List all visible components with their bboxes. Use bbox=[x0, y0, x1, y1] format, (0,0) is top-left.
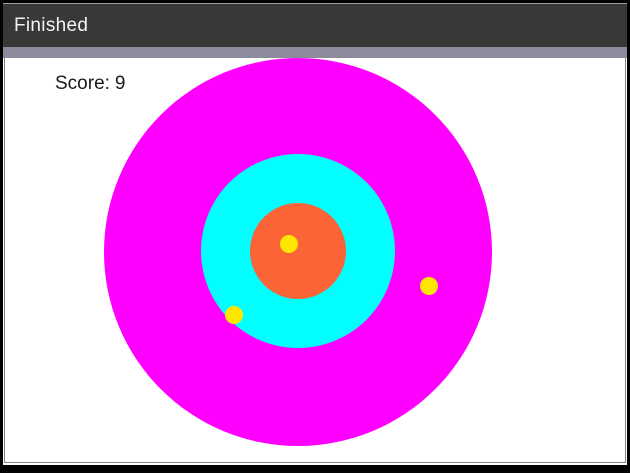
score-label: Score: 9 bbox=[55, 73, 126, 95]
titlebar-divider bbox=[3, 47, 627, 58]
dart-2 bbox=[224, 306, 243, 325]
score-text: Score: bbox=[55, 73, 110, 94]
score-value: 9 bbox=[114, 73, 126, 94]
game-canvas[interactable]: Score: 9 bbox=[4, 58, 626, 463]
window-title: Finished bbox=[14, 14, 89, 36]
titlebar: Finished bbox=[3, 3, 627, 47]
dart-1 bbox=[280, 235, 298, 254]
target bbox=[5, 58, 625, 462]
dart-3 bbox=[419, 276, 438, 295]
bullseye bbox=[250, 202, 346, 299]
